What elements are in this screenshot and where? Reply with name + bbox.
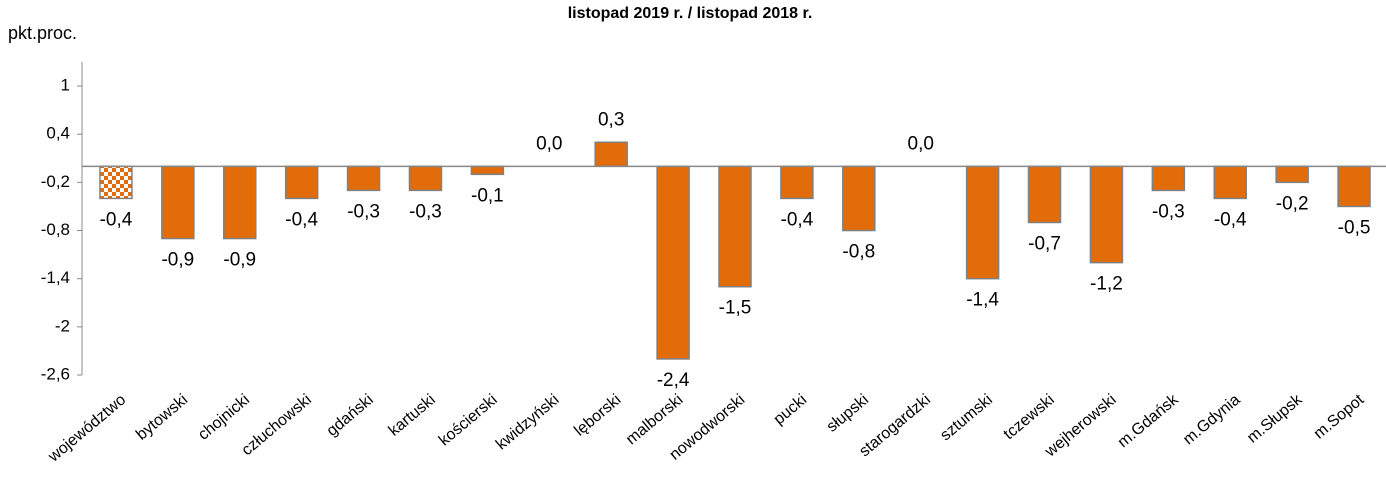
x-tick-label: kwidzyński xyxy=(493,391,563,453)
data-label: 0,3 xyxy=(598,109,624,130)
bar xyxy=(1151,165,1186,192)
data-label: -1,2 xyxy=(1090,274,1123,295)
data-label: -0,1 xyxy=(471,185,504,206)
bar xyxy=(284,165,319,200)
data-label: -0,3 xyxy=(409,201,442,222)
data-label: -0,4 xyxy=(285,209,318,230)
data-label: -0,9 xyxy=(223,250,256,271)
bar xyxy=(1089,165,1124,264)
data-label: -0,4 xyxy=(100,209,133,230)
x-tick-label: m.Sopot xyxy=(1311,391,1368,443)
x-tick-label: słupski xyxy=(824,391,872,435)
x-tick-label: województwo xyxy=(45,391,130,466)
x-tick-label: m.Gdańsk xyxy=(1115,391,1183,452)
bar xyxy=(780,165,814,200)
bar xyxy=(656,165,690,360)
y-tick-label: -0,8 xyxy=(41,220,70,239)
x-tick-label: m.Gdynia xyxy=(1180,391,1243,448)
y-tick-label: -0,2 xyxy=(41,172,70,191)
x-tick-label: pucki xyxy=(771,391,811,428)
chart-title: listopad 2019 r. / listopad 2018 r. xyxy=(568,5,813,22)
data-label: -0,9 xyxy=(161,250,194,271)
bar xyxy=(1275,165,1309,184)
x-tick-label: chojnicki xyxy=(195,391,253,443)
bar xyxy=(594,141,628,168)
bar xyxy=(470,165,505,176)
data-label: -2,4 xyxy=(657,370,690,391)
bar xyxy=(965,165,1000,280)
y-tick-label: 0,4 xyxy=(46,124,70,143)
bar xyxy=(1213,165,1247,200)
data-label: -0,8 xyxy=(842,242,875,263)
data-label: -0,4 xyxy=(781,209,814,230)
data-label: -0,5 xyxy=(1338,217,1371,238)
y-tick-label: 1 xyxy=(61,76,70,95)
x-tick-label: lęborski xyxy=(571,391,624,439)
bar xyxy=(223,165,257,240)
y-axis-label: pkt.proc. xyxy=(8,23,77,43)
data-label: -0,7 xyxy=(1028,234,1061,255)
bar xyxy=(161,165,195,240)
x-tick-label: gdański xyxy=(324,391,377,439)
x-tick-label: sztumski xyxy=(937,391,996,444)
x-tick-label: m.Słupsk xyxy=(1244,391,1306,447)
bar xyxy=(718,165,752,288)
y-tick-label: -2 xyxy=(55,316,70,335)
bar xyxy=(408,165,443,192)
y-tick-label: -2,6 xyxy=(41,364,70,383)
x-tick-label: bytowski xyxy=(133,391,191,443)
data-label: 0,0 xyxy=(536,133,562,154)
x-tick-label: kościerski xyxy=(436,391,501,449)
data-label: -1,5 xyxy=(719,298,752,319)
bar xyxy=(1337,165,1371,208)
x-tick-label: malborski xyxy=(623,391,686,448)
y-tick-label: -1,4 xyxy=(41,268,70,287)
data-label: -1,4 xyxy=(966,290,999,311)
bar xyxy=(346,165,381,192)
data-label: -0,2 xyxy=(1276,193,1309,214)
bar xyxy=(1027,165,1062,224)
x-tick-label: tczewski xyxy=(1001,391,1058,443)
data-label: -0,3 xyxy=(347,201,380,222)
data-label: -0,3 xyxy=(1152,201,1185,222)
data-label: -0,4 xyxy=(1214,209,1247,230)
bar xyxy=(842,165,876,232)
data-label: 0,0 xyxy=(908,133,934,154)
x-tick-label: kartuski xyxy=(386,391,439,439)
bar xyxy=(99,165,133,200)
